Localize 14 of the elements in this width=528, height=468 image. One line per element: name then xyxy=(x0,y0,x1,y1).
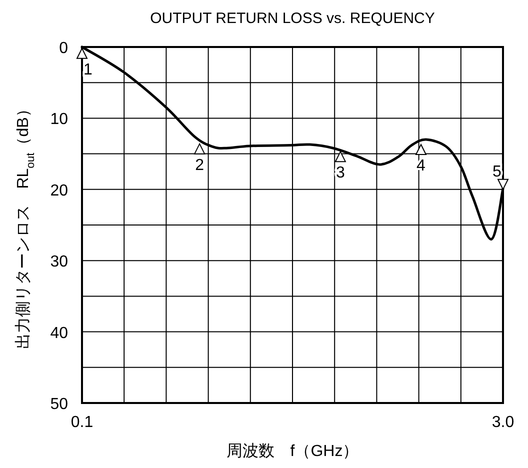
x-tick-label: 0.1 xyxy=(70,414,94,431)
chart-title: OUTPUT RETURN LOSS vs. REQUENCY xyxy=(150,10,435,27)
x-axis-title: 周波数 f（GHz） xyxy=(226,442,359,460)
y-tick-label: 50 xyxy=(50,396,68,413)
y-tick-label: 20 xyxy=(50,182,68,200)
y-tick-label: 40 xyxy=(50,324,68,342)
x-tick-label: 3.0 xyxy=(492,414,514,431)
y-tick-label: 30 xyxy=(50,254,68,271)
y-tick-label: 10 xyxy=(50,111,68,128)
annotation: 3 xyxy=(336,164,345,182)
annotation: 5 xyxy=(492,163,502,180)
annotation: 1 xyxy=(84,61,93,78)
annotation: 2 xyxy=(195,156,204,174)
y-tick-label: 0 xyxy=(59,40,68,57)
